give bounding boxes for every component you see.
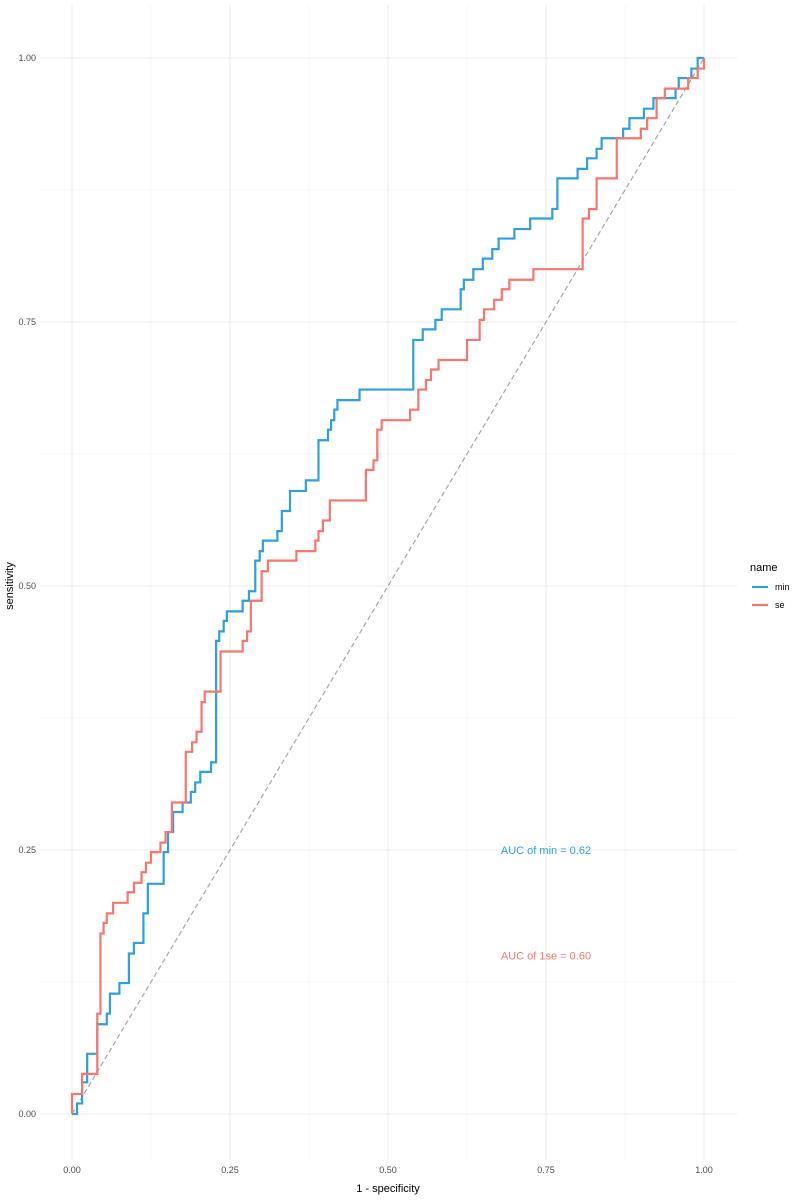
y-tick-labels: 0.00 0.25 0.50 0.75 1.00 [18,53,36,1119]
auc-annotation: AUC of min = 0.62 [501,845,591,857]
x-tick-label: 0.75 [537,1165,555,1175]
x-tick-labels: 0.00 0.25 0.50 0.75 1.00 [63,1165,713,1175]
x-tick-label: 0.00 [63,1165,81,1175]
y-tick-label: 0.00 [18,1109,36,1119]
reference-layer [71,57,705,1115]
reference-diagonal-line [71,57,705,1115]
y-tick-label: 1.00 [18,53,36,63]
x-tick-label: 1.00 [695,1165,713,1175]
legend-label-se: se [775,600,785,610]
legend-items: min se [752,582,790,610]
y-tick-label: 0.50 [18,581,36,591]
series-layer [70,56,706,1116]
series-line-min [72,56,704,1116]
x-tick-label: 0.50 [379,1165,397,1175]
x-tick-label: 0.25 [221,1165,239,1175]
legend: name min se [750,562,790,610]
y-tick-label: 0.75 [18,317,36,327]
x-axis-title: 1 - specificity [356,1183,420,1195]
legend-label-min: min [775,582,790,592]
auc-annotation: AUC of 1se = 0.60 [501,951,591,963]
grid-major [40,5,737,1160]
y-axis-title: sensitivity [4,562,16,610]
y-tick-label: 0.25 [18,845,36,855]
annotation-layer: AUC of min = 0.62 AUC of 1se = 0.60 [501,845,591,963]
series-line-se [70,58,706,1114]
legend-title: name [750,562,778,574]
